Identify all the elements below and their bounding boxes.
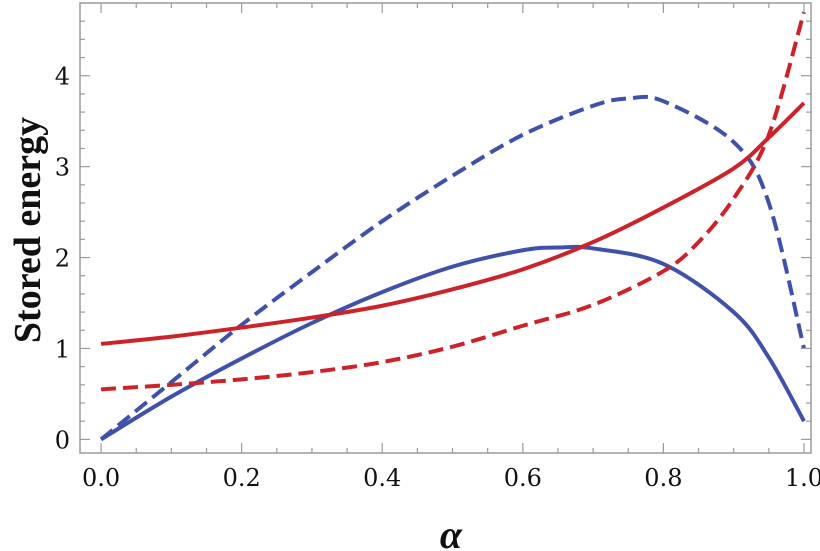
ticks-layer: 0.0 0.2 0.4 0.6 0.8 1.0 0 1 2 3 4 <box>55 3 820 492</box>
series-line-3 <box>100 101 806 346</box>
series-layer <box>99 11 806 442</box>
x-tick-label: 0.8 <box>644 464 682 492</box>
x-axis-title: α <box>440 512 463 551</box>
plot-frame <box>79 2 812 454</box>
x-tick-label: 1.0 <box>785 464 820 492</box>
x-tick-label: 0.0 <box>82 464 120 492</box>
y-tick-label: 0 <box>55 426 70 454</box>
x-tick-label: 0.2 <box>223 464 261 492</box>
x-tick-label: 0.6 <box>504 464 542 492</box>
series-line-2 <box>99 94 806 441</box>
series-line-4 <box>100 11 806 392</box>
y-tick-label: 4 <box>55 63 70 91</box>
y-tick-label: 3 <box>55 154 70 182</box>
y-tick-label: 1 <box>55 335 70 363</box>
series-line-1 <box>100 244 806 442</box>
y-tick-label: 2 <box>55 245 70 273</box>
y-axis-title: Stored energy <box>7 117 49 343</box>
x-tick-label: 0.4 <box>363 464 401 492</box>
